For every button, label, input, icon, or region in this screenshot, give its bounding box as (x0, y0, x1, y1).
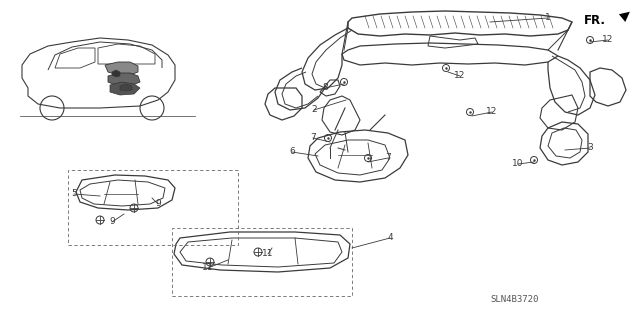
Text: 12: 12 (454, 71, 466, 80)
Text: 7: 7 (310, 133, 316, 143)
Text: SLN4B3720: SLN4B3720 (490, 295, 538, 305)
Text: 11: 11 (202, 263, 214, 272)
Text: 9: 9 (109, 218, 115, 226)
Text: 11: 11 (262, 249, 274, 258)
Text: 1: 1 (545, 13, 551, 23)
Text: 5: 5 (71, 189, 77, 198)
Text: 10: 10 (512, 160, 524, 168)
Text: 2: 2 (311, 106, 317, 115)
Polygon shape (112, 70, 120, 77)
Text: 12: 12 (486, 108, 498, 116)
Text: 8: 8 (322, 84, 328, 93)
Text: 6: 6 (289, 147, 295, 157)
Polygon shape (120, 84, 132, 91)
Text: FR.: FR. (584, 13, 606, 26)
Text: 3: 3 (587, 144, 593, 152)
Text: 9: 9 (155, 199, 161, 209)
Text: 7: 7 (385, 153, 391, 162)
Polygon shape (108, 73, 140, 86)
Text: 12: 12 (602, 35, 614, 44)
Polygon shape (105, 62, 138, 75)
Text: 4: 4 (387, 234, 393, 242)
Polygon shape (110, 82, 140, 95)
